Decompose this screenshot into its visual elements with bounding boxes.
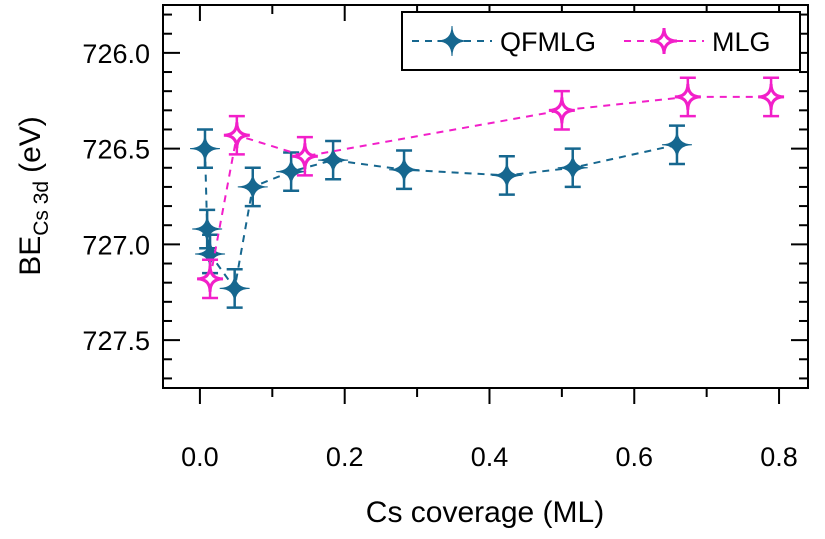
x-tick-label: 0.2 [326, 442, 364, 472]
x-axis-label: Cs coverage (ML) [366, 496, 604, 529]
marker [219, 273, 250, 304]
y-label-main: BE [14, 236, 47, 276]
x-tick-label: 0.4 [471, 442, 509, 472]
marker [223, 122, 250, 149]
marker [189, 133, 220, 164]
series-line [209, 95, 772, 280]
marker [237, 171, 268, 202]
legend-marker [436, 25, 468, 57]
series-line [203, 143, 678, 291]
marker [291, 143, 318, 170]
marker [674, 83, 701, 110]
x-tick-label: 0.0 [181, 442, 219, 472]
y-tick-label: 726.5 [82, 135, 150, 165]
marker [758, 83, 785, 110]
marker [389, 154, 420, 185]
x-tick-label: 0.8 [760, 442, 798, 472]
marker [318, 145, 349, 176]
marker [276, 156, 307, 187]
marker [196, 265, 224, 292]
legend-marker [650, 27, 678, 55]
y-label-unit: (eV) [14, 116, 47, 173]
plot-frame [162, 4, 809, 389]
legend-label: QFMLG [500, 27, 596, 57]
y-tick-label: 727.5 [82, 326, 150, 356]
y-tick-label: 727.0 [82, 230, 150, 260]
marker [192, 214, 223, 245]
legend-label: MLG [712, 27, 771, 57]
marker [661, 129, 692, 160]
marker [491, 160, 522, 191]
marker [548, 97, 575, 124]
y-label-subscript: Cs 3d [30, 181, 53, 236]
x-tick-label: 0.6 [615, 442, 653, 472]
marker [557, 152, 588, 183]
y-axis-label: BECs 3d (eV) [14, 116, 53, 276]
y-tick-label: 726.0 [82, 39, 150, 69]
